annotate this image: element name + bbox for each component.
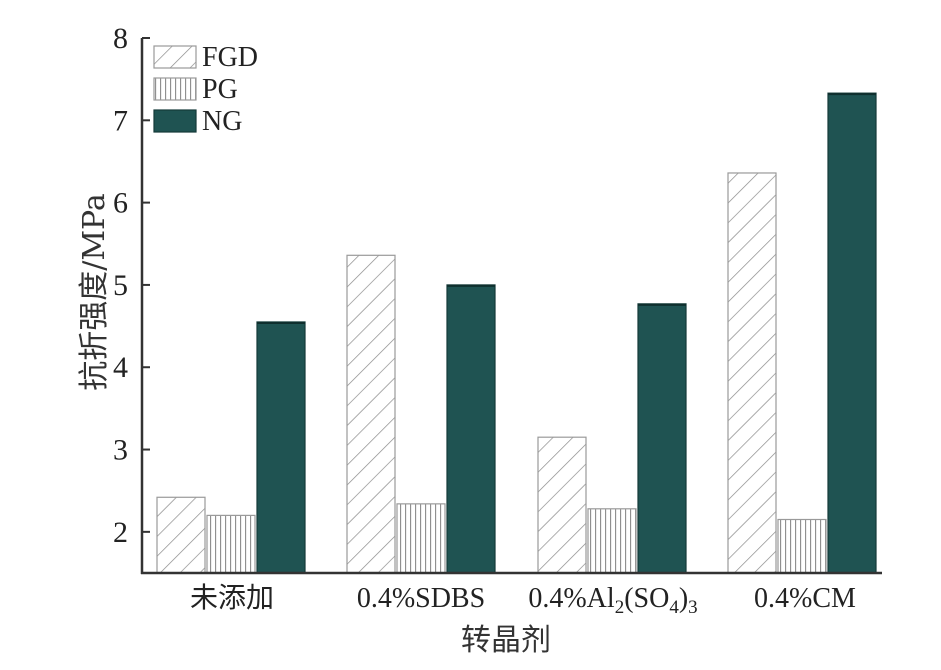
legend-swatch-pg [153, 77, 197, 101]
x-axis-title: 转晶剂 [461, 623, 551, 658]
bar-pg-2 [587, 508, 637, 574]
bar-ng-1 [446, 284, 496, 574]
legend-swatch-ng [153, 109, 197, 133]
x-category-label: 0.4%SDBS [357, 583, 485, 614]
y-axis-ticks: 2 3 4 5 6 7 8 [113, 22, 150, 549]
y-tick-label: 8 [113, 22, 128, 55]
x-axis-labels: 未添加 0.4%SDBS 0.4%Al2(SO4)3 0.4%CM [190, 582, 856, 618]
bar-fgd-3 [727, 172, 777, 574]
bar-fgd-2 [537, 436, 587, 574]
y-axis-title: 抗折强度/MPa [77, 193, 112, 391]
y-tick-label: 4 [113, 351, 128, 384]
y-tick-label: 5 [113, 269, 128, 302]
bar-pg-3 [777, 518, 827, 574]
y-tick-label: 3 [113, 434, 128, 467]
legend-swatch-fgd [153, 45, 197, 69]
y-tick-label: 2 [113, 516, 128, 549]
y-tick-label: 6 [113, 187, 128, 220]
legend-label-pg: PG [202, 74, 238, 105]
bar-ng-0 [256, 321, 306, 574]
legend-label-fgd: FGD [202, 42, 258, 73]
bar-ng-3 [827, 92, 877, 574]
bar-ng-2 [637, 303, 687, 574]
x-category-label: 0.4%Al2(SO4)3 [528, 583, 697, 618]
bar-pg-0 [206, 514, 256, 574]
bars-layer [156, 92, 877, 574]
bar-fgd-1 [346, 254, 396, 574]
bar-fgd-0 [156, 496, 206, 574]
bar-pg-1 [396, 503, 446, 574]
x-category-label: 未添加 [190, 582, 274, 614]
y-tick-label: 7 [113, 104, 128, 137]
legend-label-ng: NG [202, 106, 242, 137]
x-category-label: 0.4%CM [754, 583, 856, 614]
